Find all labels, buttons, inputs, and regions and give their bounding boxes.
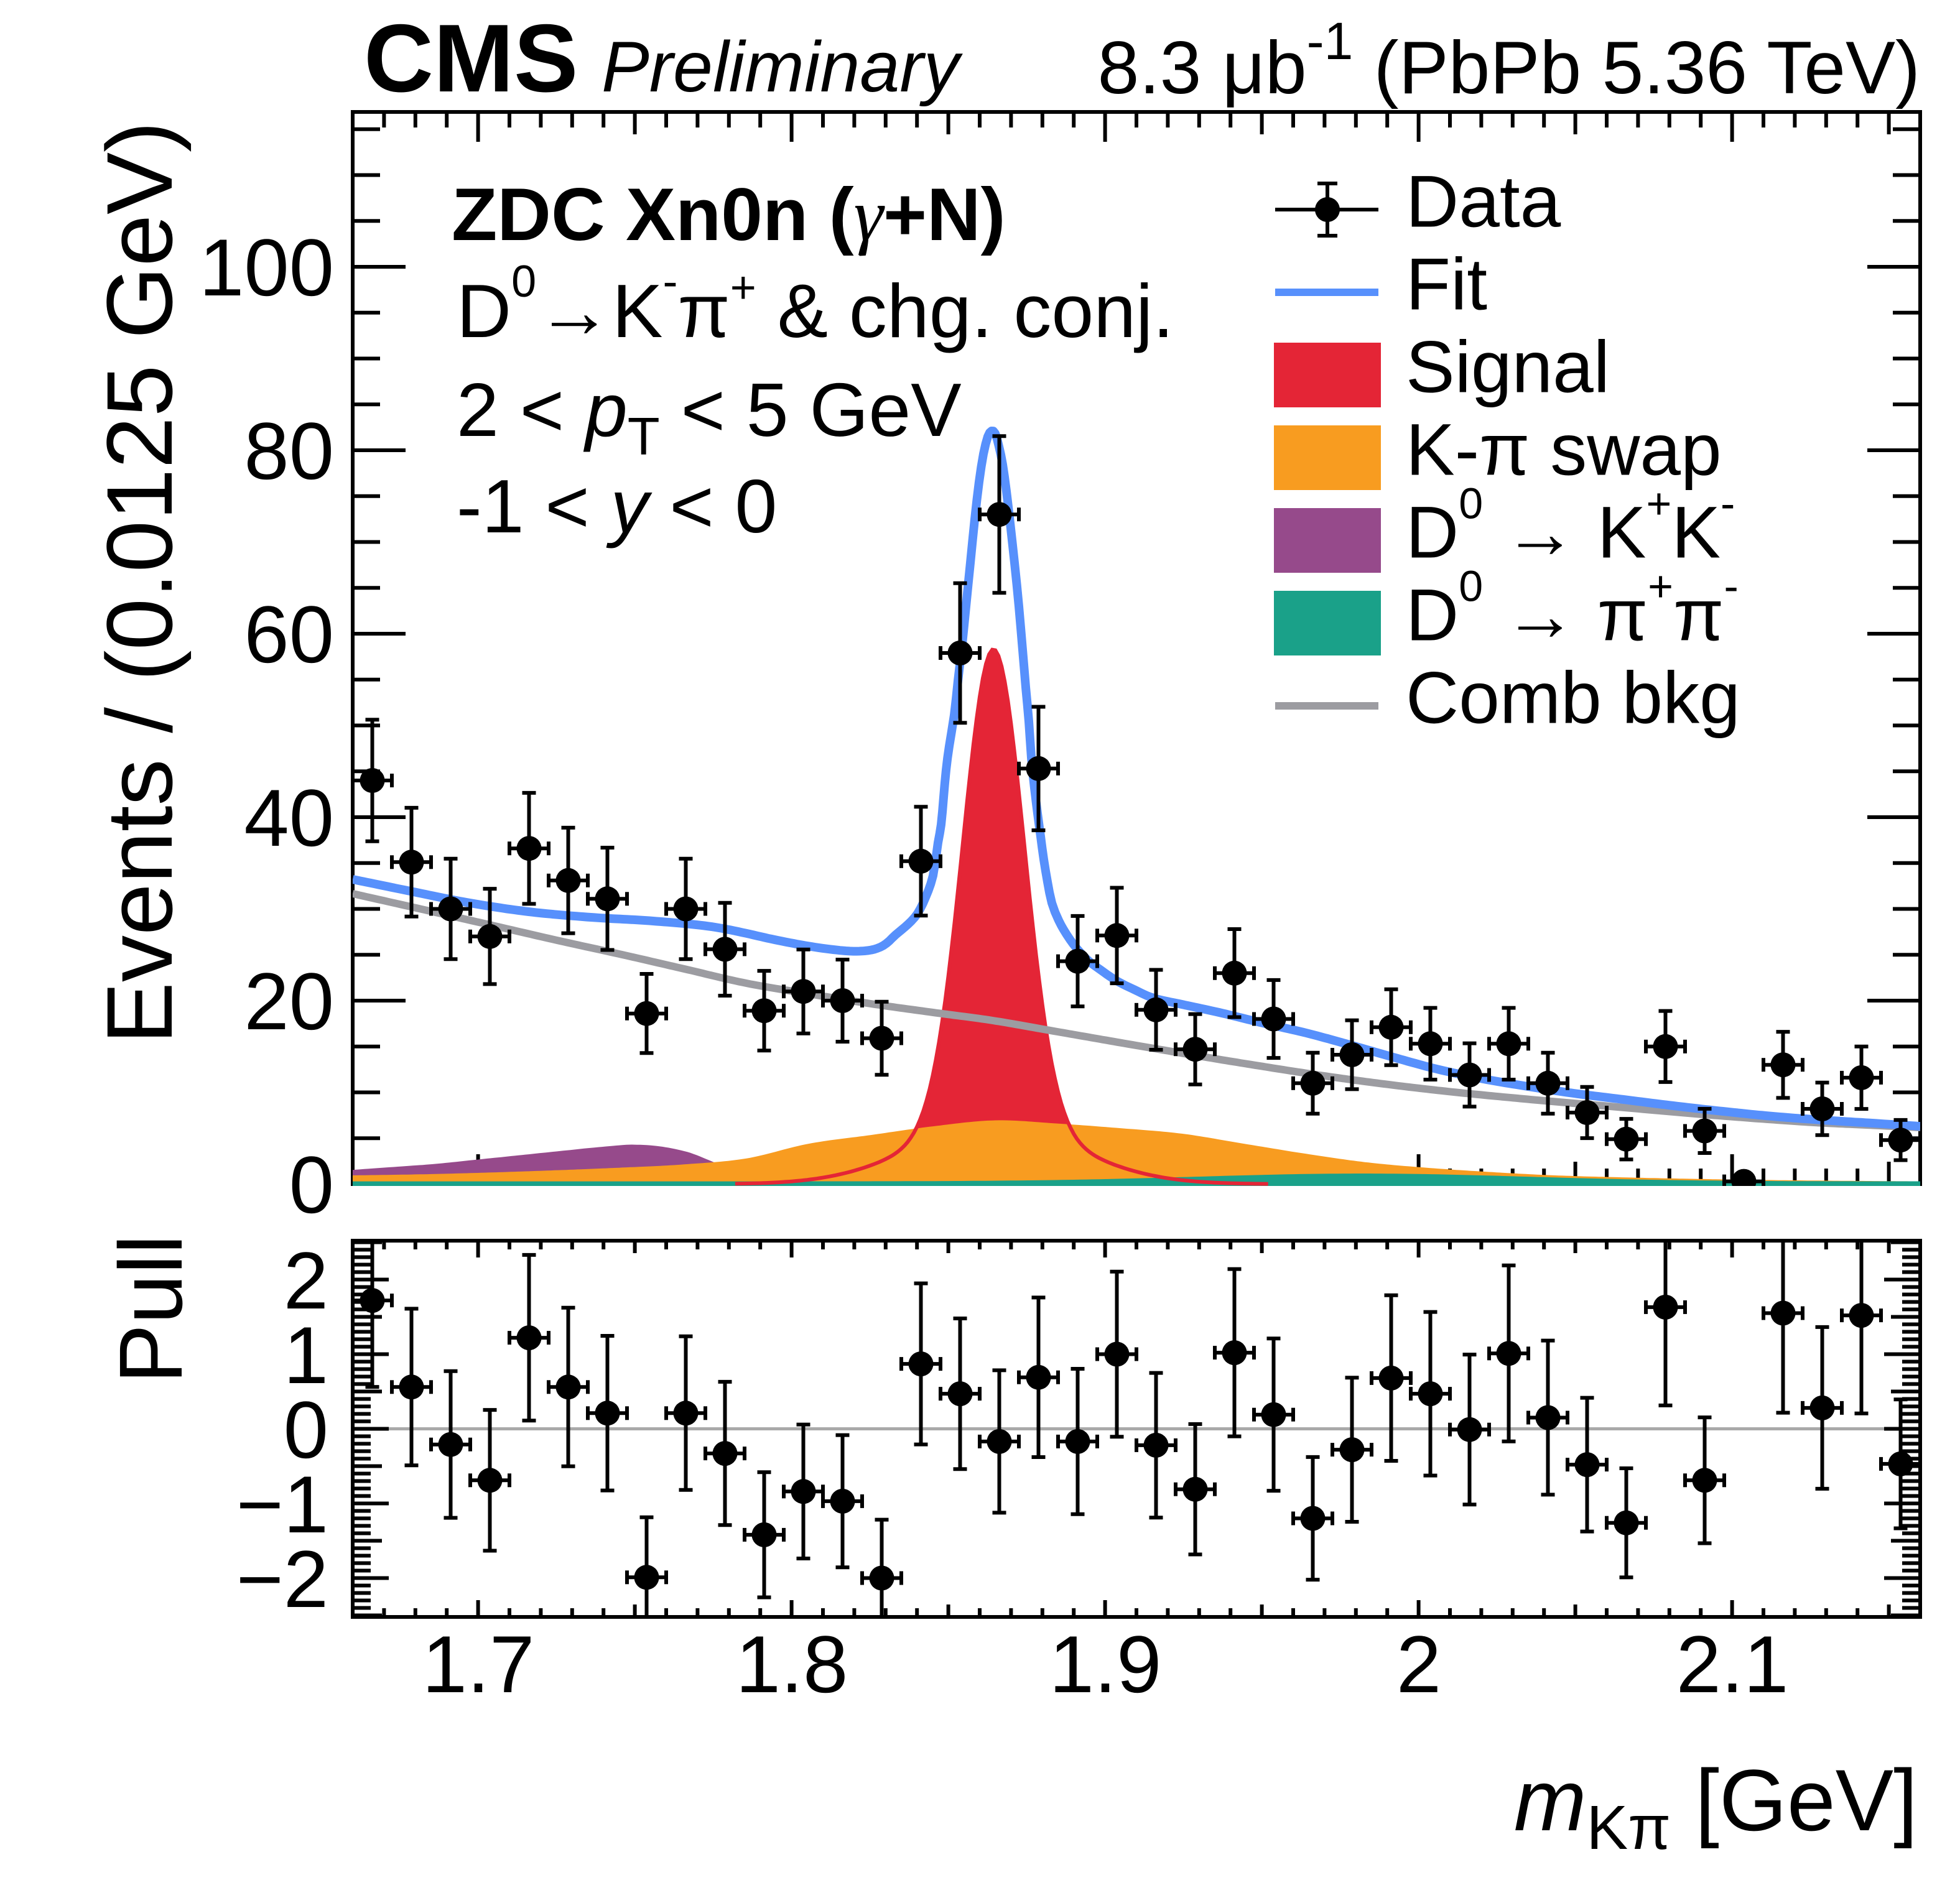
svg-text:8.3 μb-1 (PbPb 5.36 TeV): 8.3 μb-1 (PbPb 5.36 TeV) <box>1098 12 1920 109</box>
svg-text:D0→K-π+ & chg. conj.: D0→K-π+ & chg. conj. <box>457 257 1174 353</box>
svg-text:40: 40 <box>244 772 334 863</box>
svg-text:Preliminary: Preliminary <box>601 27 964 107</box>
svg-text:−2: −2 <box>236 1534 328 1624</box>
svg-text:2: 2 <box>1396 1619 1441 1710</box>
svg-text:0: 0 <box>289 1139 334 1230</box>
svg-text:100: 100 <box>199 222 334 313</box>
svg-text:2.1: 2.1 <box>1676 1619 1789 1710</box>
svg-text:mKπ [GeV]: mKπ [GeV] <box>1514 1751 1918 1863</box>
svg-text:D0 → K+K-: D0 → K+K- <box>1406 479 1735 574</box>
svg-text:−1: −1 <box>236 1459 328 1550</box>
svg-text:-1 < y < 0: -1 < y < 0 <box>457 464 777 549</box>
svg-text:Fit: Fit <box>1406 244 1487 326</box>
svg-text:ZDC Xn0n (γ+N): ZDC Xn0n (γ+N) <box>452 173 1006 256</box>
svg-text:K-π swap: K-π swap <box>1406 409 1722 491</box>
svg-text:2: 2 <box>284 1235 328 1326</box>
svg-text:2 < pT < 5 GeV: 2 < pT < 5 GeV <box>457 368 962 466</box>
svg-text:1: 1 <box>284 1310 328 1401</box>
svg-text:1.9: 1.9 <box>1049 1619 1162 1710</box>
svg-text:Events / (0.0125 GeV): Events / (0.0125 GeV) <box>87 121 192 1044</box>
svg-text:D0 → π+π-: D0 → π+π- <box>1406 562 1739 657</box>
svg-text:0: 0 <box>284 1384 328 1475</box>
svg-text:Data: Data <box>1406 161 1561 243</box>
svg-text:Comb bkg: Comb bkg <box>1406 657 1740 739</box>
svg-text:80: 80 <box>244 405 334 496</box>
svg-text:20: 20 <box>244 956 334 1047</box>
svg-text:CMS: CMS <box>364 4 578 112</box>
svg-text:60: 60 <box>244 589 334 680</box>
svg-text:Signal: Signal <box>1406 326 1610 409</box>
svg-text:1.8: 1.8 <box>736 1619 848 1710</box>
svg-text:Pull: Pull <box>101 1234 201 1384</box>
svg-text:1.7: 1.7 <box>422 1619 535 1710</box>
